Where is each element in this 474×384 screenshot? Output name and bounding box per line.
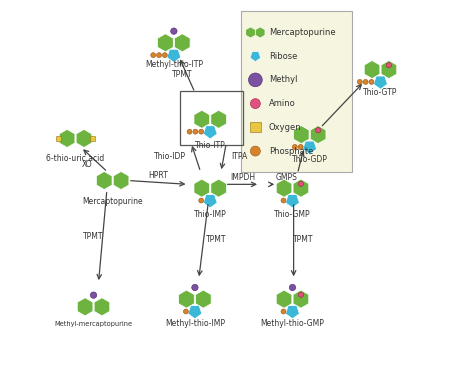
Polygon shape — [293, 290, 309, 308]
Circle shape — [298, 144, 303, 149]
Polygon shape — [364, 61, 380, 79]
Text: Amino: Amino — [269, 99, 295, 108]
Polygon shape — [303, 141, 317, 154]
Polygon shape — [194, 179, 210, 197]
Polygon shape — [158, 34, 173, 52]
Circle shape — [163, 53, 167, 58]
Polygon shape — [167, 49, 181, 63]
Polygon shape — [276, 179, 292, 197]
Circle shape — [187, 129, 192, 134]
Text: TPMT: TPMT — [206, 235, 226, 244]
Bar — [250, 122, 261, 132]
Polygon shape — [179, 290, 194, 308]
Text: Thio-GMP: Thio-GMP — [274, 210, 311, 219]
Polygon shape — [276, 290, 292, 308]
Text: TPMT: TPMT — [83, 232, 103, 240]
Text: 6-thio-uric acid: 6-thio-uric acid — [46, 154, 105, 163]
Circle shape — [369, 79, 374, 84]
Text: Ribose: Ribose — [269, 52, 297, 61]
Polygon shape — [76, 129, 92, 147]
Circle shape — [199, 198, 204, 203]
FancyBboxPatch shape — [241, 11, 352, 172]
Text: Methyl: Methyl — [269, 75, 297, 84]
Polygon shape — [285, 195, 300, 208]
Circle shape — [281, 198, 286, 203]
Polygon shape — [381, 61, 397, 79]
Circle shape — [298, 181, 303, 186]
Circle shape — [298, 292, 303, 297]
Text: Methyl-mercaptopurine: Methyl-mercaptopurine — [55, 321, 133, 327]
Text: TPMT: TPMT — [172, 70, 192, 79]
Text: Thio-IMP: Thio-IMP — [194, 210, 227, 219]
Text: Methyl-thio-ITP: Methyl-thio-ITP — [145, 60, 203, 69]
Polygon shape — [211, 110, 227, 128]
Polygon shape — [293, 126, 309, 144]
Text: Phosphate: Phosphate — [269, 147, 313, 156]
Bar — [91, 136, 95, 141]
Circle shape — [357, 79, 362, 84]
Text: Methyl-thio-GMP: Methyl-thio-GMP — [261, 319, 324, 328]
Polygon shape — [113, 172, 129, 190]
Circle shape — [386, 63, 392, 68]
Text: Mercaptopurine: Mercaptopurine — [269, 28, 336, 37]
Circle shape — [91, 292, 97, 298]
Polygon shape — [255, 27, 265, 38]
Polygon shape — [94, 298, 110, 316]
Text: ITPA: ITPA — [231, 152, 247, 161]
Circle shape — [363, 79, 368, 84]
Circle shape — [151, 53, 155, 58]
Circle shape — [156, 53, 162, 58]
Circle shape — [191, 284, 198, 291]
Polygon shape — [174, 34, 190, 52]
Text: TPMT: TPMT — [292, 235, 313, 244]
Text: Mercaptopurine: Mercaptopurine — [82, 197, 143, 206]
Polygon shape — [246, 27, 255, 38]
Circle shape — [250, 146, 260, 156]
Text: Thio-GDP: Thio-GDP — [292, 155, 328, 164]
Polygon shape — [196, 290, 211, 308]
Text: Thio-IDP: Thio-IDP — [154, 152, 186, 161]
Circle shape — [316, 127, 321, 133]
Polygon shape — [194, 110, 210, 128]
Circle shape — [193, 129, 198, 134]
Text: Thio-GTP: Thio-GTP — [363, 88, 398, 97]
Polygon shape — [96, 172, 112, 190]
Polygon shape — [374, 76, 387, 89]
Polygon shape — [59, 129, 75, 147]
Circle shape — [248, 73, 262, 87]
Text: Oxygen: Oxygen — [269, 123, 301, 132]
Polygon shape — [188, 306, 202, 319]
Text: IMPDH: IMPDH — [230, 173, 255, 182]
Circle shape — [281, 309, 286, 314]
Polygon shape — [293, 179, 309, 197]
Circle shape — [292, 144, 297, 149]
Polygon shape — [285, 306, 300, 319]
Polygon shape — [310, 126, 326, 144]
Polygon shape — [77, 298, 93, 316]
Text: HPRT: HPRT — [149, 170, 168, 180]
Text: XO: XO — [82, 160, 92, 169]
Text: Thio-ITP: Thio-ITP — [195, 141, 226, 151]
Circle shape — [171, 28, 177, 34]
Circle shape — [250, 99, 260, 109]
Polygon shape — [211, 179, 227, 197]
Bar — [56, 136, 61, 141]
Circle shape — [199, 129, 204, 134]
Text: GMPS: GMPS — [276, 173, 298, 182]
Text: Methyl-thio-IMP: Methyl-thio-IMP — [165, 319, 225, 328]
Polygon shape — [203, 126, 217, 139]
Polygon shape — [203, 195, 217, 208]
Polygon shape — [250, 52, 261, 61]
Circle shape — [183, 309, 188, 314]
Circle shape — [289, 284, 296, 291]
